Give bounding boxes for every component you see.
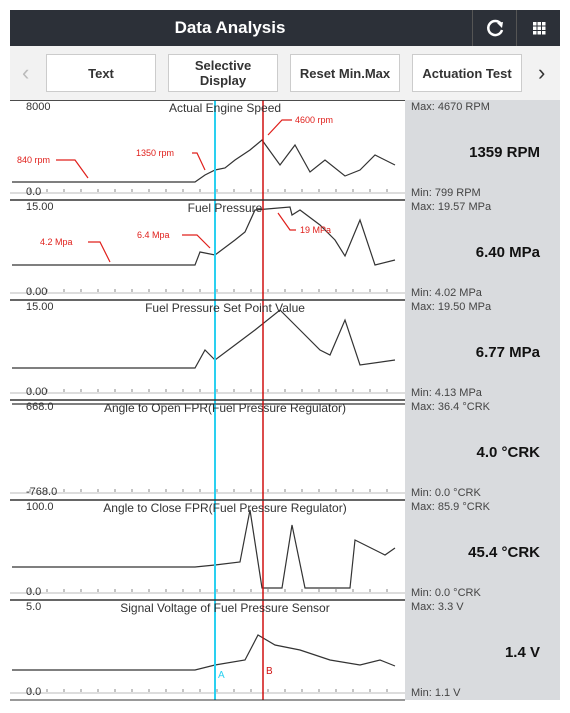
current-value: 1359 RPM: [469, 144, 540, 161]
arrow: [192, 152, 206, 171]
max-label: Max: 19.57 MPa: [411, 201, 492, 213]
panel-title: Fuel Pressure Set Point Value: [145, 301, 305, 315]
graph-panels: A B 8000 0.0 Actual Engine Speed Max: 4670 …: [10, 100, 560, 701]
max-label: Max: 36.4 °CRK: [411, 401, 491, 413]
cursor-label: A: [218, 670, 225, 681]
toolbar: ‹ Text Selective Display Reset Min.Max A…: [10, 46, 560, 101]
max-label: Max: 3.3 V: [411, 601, 464, 613]
panel-title: Angle to Close FPR(Fuel Pressure Regulat…: [103, 501, 346, 515]
trace: [12, 206, 396, 266]
min-label: Min: 0.0 °CRK: [411, 487, 481, 499]
trace: [12, 634, 396, 671]
scale-max: 8000: [26, 101, 50, 113]
scale-min: 0.00: [26, 386, 47, 398]
scale-max: 668.0: [26, 401, 54, 413]
scale-min: 0.0: [26, 586, 41, 598]
max-label: Max: 19.50 MPa: [411, 301, 492, 313]
scale-max: 15.00: [26, 301, 54, 313]
selective-display-button[interactable]: Selective Display: [168, 54, 278, 92]
scale-min: 0.0: [26, 186, 41, 198]
arrow: [267, 119, 292, 136]
text-button[interactable]: Text: [46, 54, 156, 92]
info-area: [405, 100, 560, 200]
annotation: 1350 rpm: [136, 148, 174, 158]
info-area: [405, 500, 560, 600]
current-value: 4.0 °CRK: [476, 444, 540, 461]
panel-title: Angle to Open FPR(Fuel Pressure Regulato…: [104, 401, 346, 415]
current-value: 1.4 V: [505, 644, 540, 661]
min-label: Min: 1.1 V: [411, 687, 461, 699]
arrow: [277, 212, 296, 231]
header: Data Analysis: [10, 10, 560, 46]
header-title: Data Analysis: [174, 18, 286, 37]
min-label: Min: 4.13 MPa: [411, 387, 483, 399]
arrow: [182, 234, 211, 249]
info-area: [405, 300, 560, 400]
max-label: Max: 85.9 °CRK: [411, 501, 491, 513]
info-area: [405, 600, 560, 700]
info-area: [405, 400, 560, 500]
trace: [12, 509, 396, 589]
max-label: Max: 4670 RPM: [411, 101, 490, 113]
current-value: 45.4 °CRK: [468, 544, 540, 561]
refresh-icon: [487, 19, 504, 37]
grid-button[interactable]: [516, 10, 561, 46]
scale-max: 15.00: [26, 201, 54, 213]
panel-title: Actual Engine Speed: [169, 101, 281, 115]
annotation: 4.2 Mpa: [40, 237, 73, 247]
min-label: Min: 799 RPM: [411, 187, 481, 199]
scale-min: 0.00: [26, 286, 47, 298]
trace: [12, 139, 396, 183]
annotation: 19 MPa: [300, 225, 331, 235]
annotation-arrows: [56, 119, 296, 263]
min-label: Min: 0.0 °CRK: [411, 587, 481, 599]
next-arrow[interactable]: ›: [538, 60, 546, 85]
arrow: [56, 159, 89, 179]
grid-icon: [533, 22, 546, 35]
scale-min: 0.0: [26, 686, 41, 698]
scale-max: 100.0: [26, 501, 54, 513]
annotation: 840 rpm: [17, 155, 50, 165]
panel-title: Signal Voltage of Fuel Pressure Sensor: [120, 601, 329, 615]
actuation-test-button[interactable]: Actuation Test: [412, 54, 522, 92]
current-value: 6.77 MPa: [476, 344, 541, 361]
current-value: 6.40 MPa: [476, 244, 541, 261]
scale-min: -768.0: [26, 486, 57, 498]
cursor-label: B: [266, 666, 273, 677]
refresh-button[interactable]: [472, 10, 517, 46]
trace: [12, 309, 396, 369]
arrow: [88, 241, 111, 263]
traces: [12, 139, 405, 671]
info-area: [405, 200, 560, 300]
reset-button[interactable]: Reset Min.Max: [290, 54, 400, 92]
min-label: Min: 4.02 MPa: [411, 287, 483, 299]
panel-title: Fuel Pressure: [188, 201, 263, 215]
scale-max: 5.0: [26, 601, 41, 613]
annotation: 4600 rpm: [295, 115, 333, 125]
prev-arrow[interactable]: ‹: [22, 60, 30, 85]
annotation: 6.4 Mpa: [137, 230, 170, 240]
